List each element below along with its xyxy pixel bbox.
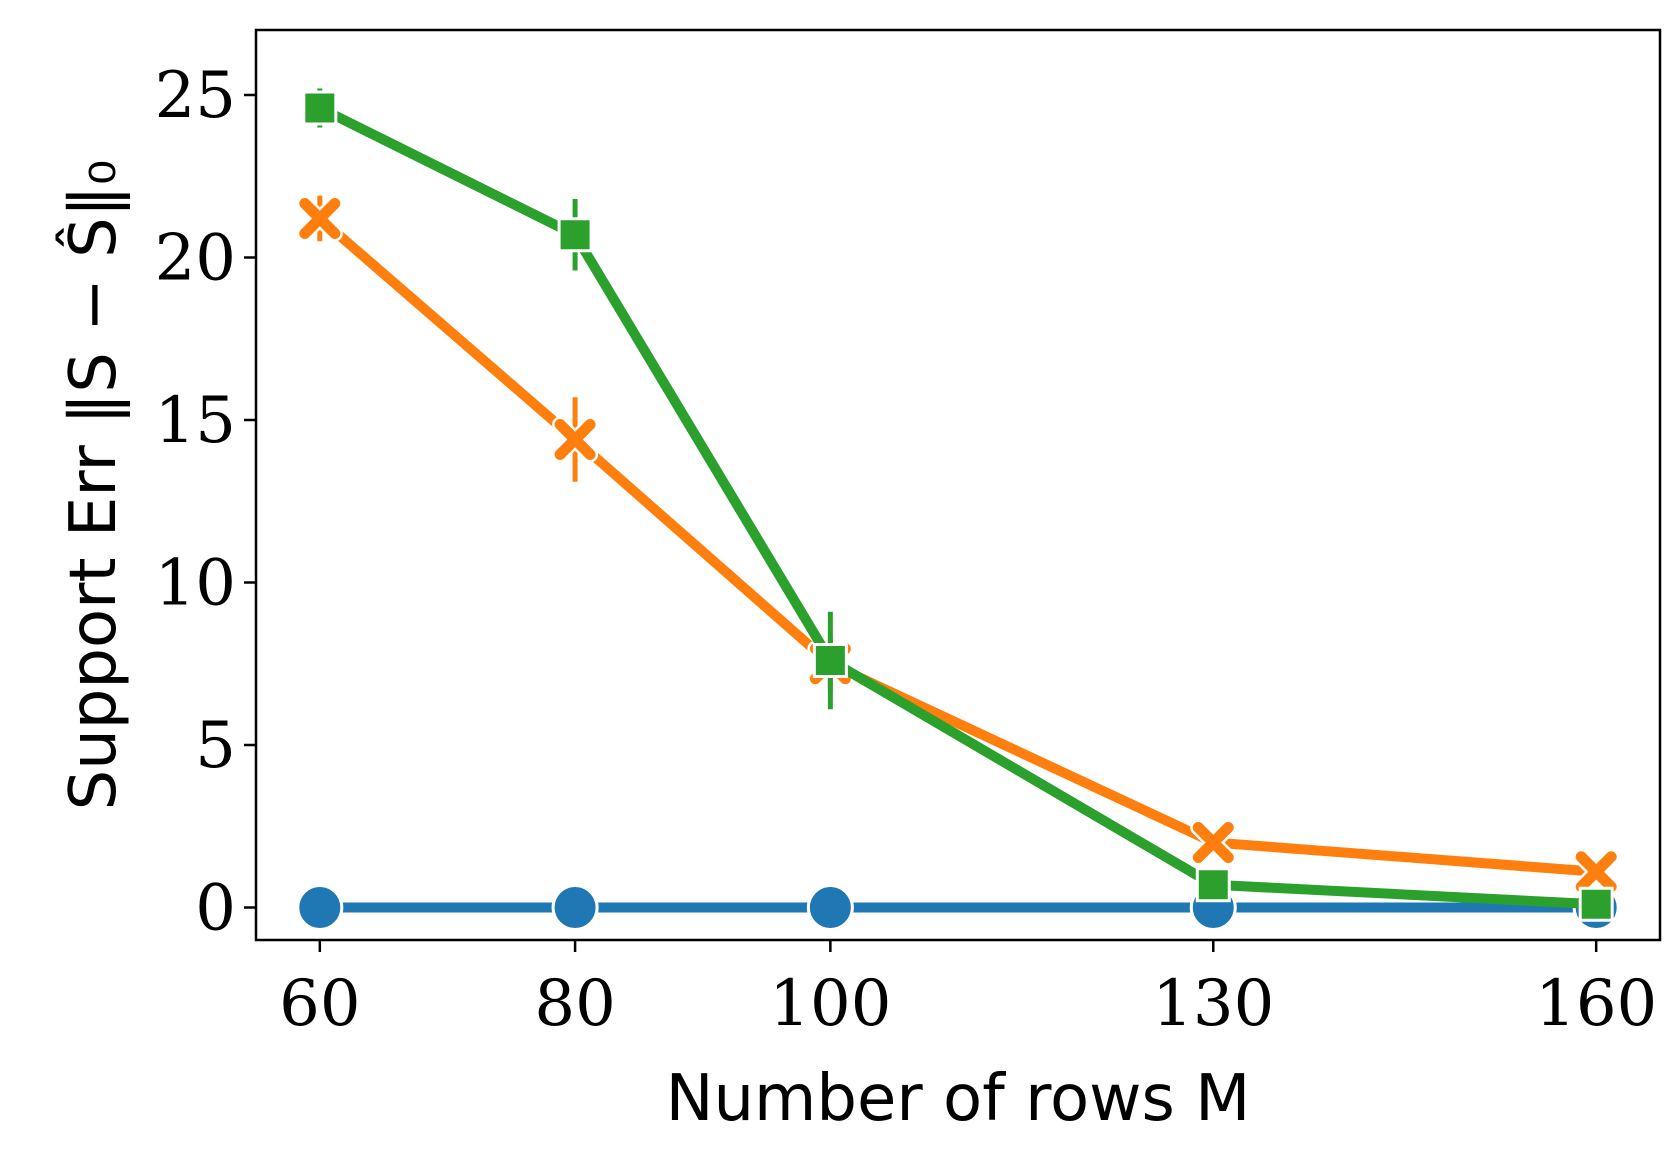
data-point — [1190, 819, 1237, 866]
x-tick-label: 80 — [534, 967, 615, 1041]
plot-frame — [254, 28, 1662, 942]
series-square — [302, 88, 1614, 922]
data-point — [302, 90, 338, 126]
data-point — [551, 884, 599, 931]
y-tick-label: 5 — [195, 709, 236, 783]
x-tick-label: 100 — [769, 967, 891, 1041]
x-tick-label: 60 — [279, 967, 360, 1041]
data-point — [296, 195, 343, 242]
data-point — [552, 416, 599, 463]
data-point — [296, 884, 344, 931]
data-point — [1195, 867, 1231, 903]
x-tick-label: 160 — [1535, 967, 1657, 1041]
data-point — [1573, 848, 1620, 895]
y-tick-label: 0 — [195, 872, 236, 946]
data-point — [806, 884, 854, 931]
data-point — [1578, 886, 1614, 922]
data-point — [557, 217, 593, 253]
y-tick-label: 20 — [155, 222, 236, 296]
series-line — [317, 103, 1597, 910]
y-tick-label: 10 — [155, 547, 236, 621]
series-x — [296, 195, 1620, 895]
x-axis-label: Number of rows M — [666, 1062, 1251, 1136]
y-tick-label: 25 — [155, 59, 236, 133]
ticks-layer: 60 80 100 130 160 0 5 10 15 20 25 — [155, 59, 1658, 1041]
series-layer — [296, 88, 1620, 931]
x-tick-label: 130 — [1152, 967, 1274, 1041]
data-point — [812, 643, 848, 678]
y-tick-label: 15 — [155, 384, 236, 458]
series-line — [316, 214, 1597, 877]
y-axis-label: Support Err ‖S − Ŝ‖₀ — [55, 160, 131, 811]
